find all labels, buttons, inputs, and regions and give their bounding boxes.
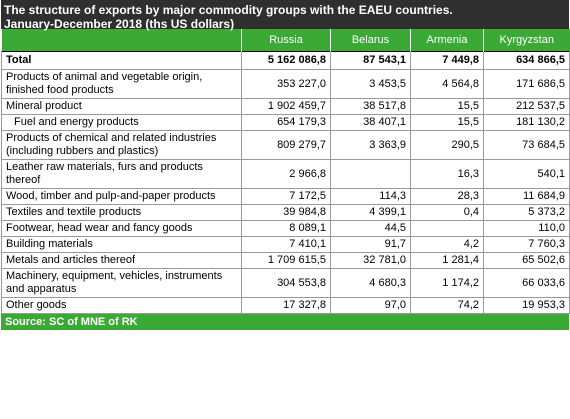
- cell-kyrgyzstan: 540,1: [483, 159, 570, 189]
- row-label: Footwear, head wear and fancy goods: [1, 220, 242, 237]
- cell-belarus: 87 543,1: [330, 51, 411, 70]
- row-label: Total: [1, 51, 242, 70]
- column-header-russia: Russia: [241, 29, 331, 52]
- row-label: Fuel and energy products: [1, 114, 242, 131]
- table-row: Mineral product 1 902 459,7 38 517,8 15,…: [1, 98, 570, 115]
- cell-belarus: 3 363,9: [330, 130, 411, 160]
- table-title: The structure of exports by major commod…: [1, 0, 569, 31]
- table-row: Footwear, head wear and fancy goods 8 08…: [1, 220, 570, 237]
- cell-armenia: 15,5: [410, 98, 484, 115]
- cell-belarus: 97,0: [330, 297, 411, 314]
- cell-kyrgyzstan: 19 953,3: [483, 297, 570, 314]
- column-header-armenia: Armenia: [410, 29, 484, 52]
- cell-belarus: [330, 159, 411, 189]
- row-label: Machinery, equipment, vehicles, instrume…: [1, 268, 242, 298]
- cell-russia: 5 162 086,8: [241, 51, 331, 70]
- cell-russia: 1 902 459,7: [241, 98, 331, 115]
- cell-kyrgyzstan: 5 373,2: [483, 204, 570, 221]
- cell-russia: 809 279,7: [241, 130, 331, 160]
- cell-armenia: 290,5: [410, 130, 484, 160]
- cell-kyrgyzstan: 7 760,3: [483, 236, 570, 253]
- column-header-category: [1, 29, 242, 52]
- cell-belarus: 38 407,1: [330, 114, 411, 131]
- cell-russia: 39 984,8: [241, 204, 331, 221]
- header-row: Russia Belarus Armenia Kyrgyzstan: [1, 29, 570, 52]
- table-row: Products of animal and vegetable origin,…: [1, 69, 570, 99]
- cell-armenia: 28,3: [410, 188, 484, 205]
- cell-kyrgyzstan: 73 684,5: [483, 130, 570, 160]
- cell-kyrgyzstan: 634 866,5: [483, 51, 570, 70]
- cell-kyrgyzstan: 11 684,9: [483, 188, 570, 205]
- exports-table: Russia Belarus Armenia Kyrgyzstan Total …: [1, 29, 570, 314]
- cell-russia: 1 709 615,5: [241, 252, 331, 269]
- cell-kyrgyzstan: 66 033,6: [483, 268, 570, 298]
- row-label: Other goods: [1, 297, 242, 314]
- cell-armenia: 4,2: [410, 236, 484, 253]
- table-row: Fuel and energy products 654 179,3 38 40…: [1, 114, 570, 131]
- cell-belarus: 4 399,1: [330, 204, 411, 221]
- cell-russia: 17 327,8: [241, 297, 331, 314]
- table-row: Products of chemical and related industr…: [1, 130, 570, 160]
- cell-armenia: 1 281,4: [410, 252, 484, 269]
- column-header-kyrgyzstan: Kyrgyzstan: [483, 29, 570, 52]
- cell-russia: 654 179,3: [241, 114, 331, 131]
- cell-belarus: 114,3: [330, 188, 411, 205]
- title-line-2: January-December 2018 (ths US dollars): [4, 17, 235, 31]
- cell-armenia: 0,4: [410, 204, 484, 221]
- table-row: Textiles and textile products 39 984,8 4…: [1, 204, 570, 221]
- cell-belarus: 44,5: [330, 220, 411, 237]
- cell-armenia: 16,3: [410, 159, 484, 189]
- cell-armenia: 4 564,8: [410, 69, 484, 99]
- table-row: Other goods 17 327,8 97,0 74,2 19 953,3: [1, 297, 570, 314]
- cell-russia: 7 172,5: [241, 188, 331, 205]
- cell-belarus: 32 781,0: [330, 252, 411, 269]
- column-header-belarus: Belarus: [330, 29, 411, 52]
- row-label: Products of animal and vegetable origin,…: [1, 69, 242, 99]
- cell-kyrgyzstan: 65 502,6: [483, 252, 570, 269]
- exports-table-panel: The structure of exports by major commod…: [1, 0, 570, 330]
- cell-kyrgyzstan: 171 686,5: [483, 69, 570, 99]
- row-label: Mineral product: [1, 98, 242, 115]
- table-row-total: Total 5 162 086,8 87 543,1 7 449,8 634 8…: [1, 51, 570, 70]
- table-row: Machinery, equipment, vehicles, instrume…: [1, 268, 570, 298]
- table-row: Wood, timber and pulp-and-paper products…: [1, 188, 570, 205]
- cell-russia: 304 553,8: [241, 268, 331, 298]
- row-label: Building materials: [1, 236, 242, 253]
- cell-belarus: 3 453,5: [330, 69, 411, 99]
- cell-russia: 7 410,1: [241, 236, 331, 253]
- cell-armenia: 74,2: [410, 297, 484, 314]
- cell-armenia: [410, 220, 484, 237]
- source-note: Source: SC of MNE of RK: [1, 314, 569, 330]
- row-label: Textiles and textile products: [1, 204, 242, 221]
- row-label: Leather raw materials, furs and products…: [1, 159, 242, 189]
- cell-belarus: 4 680,3: [330, 268, 411, 298]
- row-label: Wood, timber and pulp-and-paper products: [1, 188, 242, 205]
- row-label: Products of chemical and related industr…: [1, 130, 242, 160]
- cell-armenia: 7 449,8: [410, 51, 484, 70]
- cell-kyrgyzstan: 110,0: [483, 220, 570, 237]
- table-row: Leather raw materials, furs and products…: [1, 159, 570, 189]
- table-row: Metals and articles thereof 1 709 615,5 …: [1, 252, 570, 269]
- cell-kyrgyzstan: 212 537,5: [483, 98, 570, 115]
- title-line-1: The structure of exports by major commod…: [4, 3, 453, 17]
- cell-belarus: 38 517,8: [330, 98, 411, 115]
- table-row: Building materials 7 410,1 91,7 4,2 7 76…: [1, 236, 570, 253]
- cell-kyrgyzstan: 181 130,2: [483, 114, 570, 131]
- cell-russia: 2 966,8: [241, 159, 331, 189]
- cell-armenia: 1 174,2: [410, 268, 484, 298]
- cell-belarus: 91,7: [330, 236, 411, 253]
- row-label: Metals and articles thereof: [1, 252, 242, 269]
- cell-armenia: 15,5: [410, 114, 484, 131]
- cell-russia: 8 089,1: [241, 220, 331, 237]
- cell-russia: 353 227,0: [241, 69, 331, 99]
